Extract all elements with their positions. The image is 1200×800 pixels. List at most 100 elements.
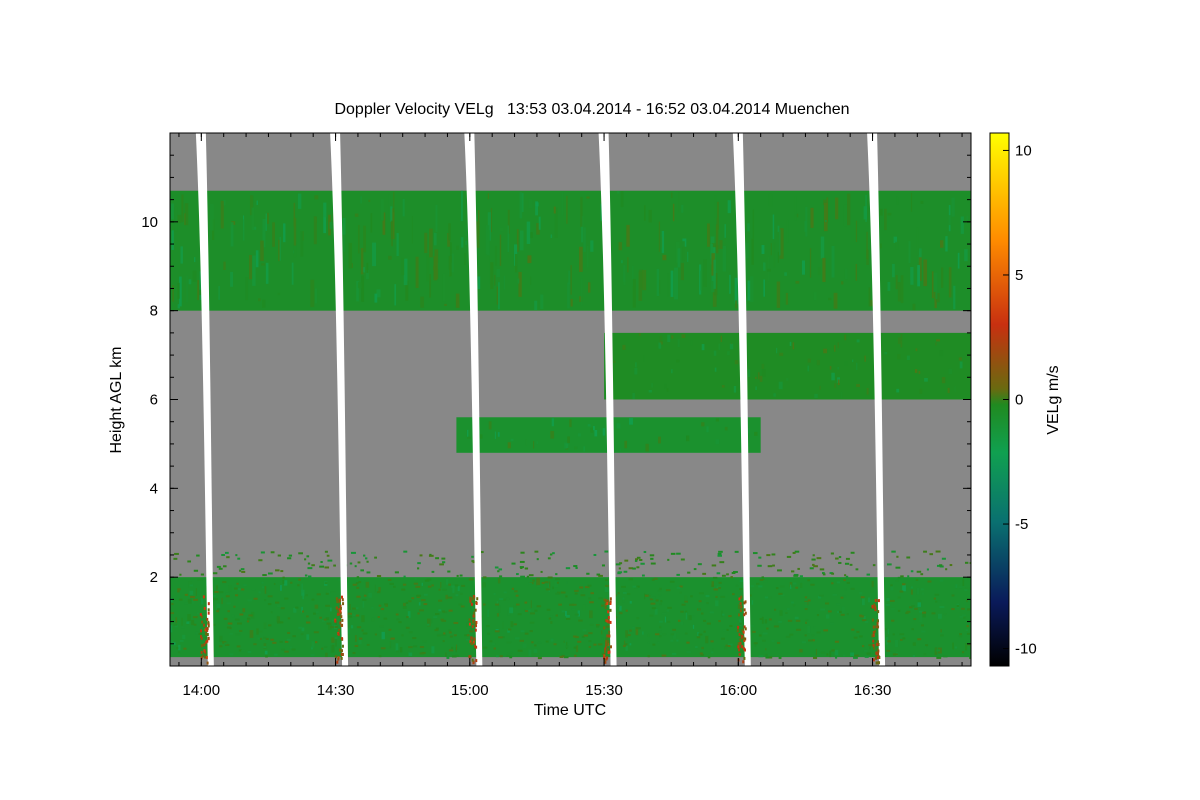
- speckle: [970, 585, 971, 588]
- speckle: [728, 615, 732, 618]
- fall-streak: [738, 613, 741, 617]
- echo-texture: [435, 204, 438, 233]
- speckle: [750, 624, 755, 627]
- echo-texture: [382, 212, 386, 235]
- speckle: [241, 570, 246, 573]
- echo-texture: [685, 612, 688, 620]
- fall-streak: [738, 653, 741, 657]
- echo-texture: [376, 289, 381, 298]
- speckle: [405, 626, 410, 629]
- x-tick-label: 14:30: [317, 682, 355, 699]
- echo-texture: [721, 610, 723, 617]
- echo-texture: [789, 341, 792, 347]
- fall-streak: [342, 602, 345, 606]
- speckle: [765, 656, 770, 659]
- speckle: [604, 550, 609, 553]
- speckle: [270, 611, 273, 614]
- speckle: [174, 552, 179, 555]
- speckle: [268, 624, 272, 627]
- echo-texture: [170, 203, 174, 220]
- speckle: [922, 611, 927, 614]
- echo-texture: [887, 212, 892, 216]
- speckle: [380, 608, 384, 611]
- speckle: [267, 603, 272, 606]
- echo-texture: [786, 378, 789, 381]
- echo-texture: [470, 628, 473, 632]
- speckle: [927, 580, 932, 583]
- speckle: [836, 581, 841, 584]
- echo-texture: [941, 377, 946, 384]
- speckle: [593, 643, 597, 646]
- speckle: [419, 554, 423, 557]
- fall-streak: [338, 608, 341, 612]
- speckle: [812, 563, 815, 566]
- echo-texture: [507, 442, 511, 449]
- speckle: [337, 578, 342, 581]
- fall-streak: [476, 597, 479, 601]
- echo-texture: [724, 426, 728, 431]
- speckle: [493, 647, 496, 650]
- echo-texture: [449, 242, 452, 263]
- echo-texture: [530, 600, 532, 609]
- echo-texture: [587, 282, 591, 293]
- echo-texture: [820, 236, 825, 259]
- echo-texture: [174, 206, 178, 232]
- speckle: [561, 654, 565, 657]
- speckle: [413, 582, 419, 585]
- echo-texture: [632, 392, 635, 400]
- speckle: [536, 605, 542, 608]
- speckle: [193, 623, 197, 626]
- speckle: [699, 652, 703, 655]
- echo-texture: [433, 265, 437, 271]
- speckle: [350, 551, 356, 554]
- speckle: [659, 587, 662, 590]
- fall-streak: [874, 608, 877, 612]
- echo-texture: [314, 604, 319, 609]
- fall-streak: [743, 625, 746, 629]
- speckle: [282, 576, 285, 579]
- echo-texture: [533, 649, 538, 653]
- speckle: [908, 606, 913, 609]
- speckle: [376, 591, 381, 594]
- speckle: [301, 610, 305, 613]
- speckle: [547, 576, 553, 579]
- echo-texture: [879, 208, 883, 216]
- echo-texture: [841, 281, 844, 285]
- echo-texture: [386, 646, 391, 649]
- echo-texture: [448, 255, 452, 277]
- x-tick-label: 15:00: [451, 682, 489, 699]
- speckle: [731, 571, 736, 574]
- speckle: [393, 585, 396, 588]
- echo-texture: [348, 604, 351, 610]
- echo-texture: [761, 616, 764, 624]
- fall-streak: [739, 641, 742, 645]
- speckle: [281, 648, 286, 651]
- echo-texture: [664, 616, 667, 623]
- speckle: [408, 600, 412, 603]
- fall-streak: [336, 600, 339, 604]
- fall-streak: [338, 598, 341, 602]
- speckle: [914, 607, 918, 610]
- speckle: [555, 592, 559, 595]
- echo-texture: [822, 257, 826, 283]
- speckle: [647, 595, 650, 598]
- speckle: [537, 641, 542, 644]
- speckle: [670, 552, 676, 555]
- echo-texture: [823, 202, 828, 232]
- echo-texture: [452, 585, 455, 593]
- speckle: [777, 569, 782, 572]
- echo-texture: [180, 246, 183, 264]
- fall-streak: [200, 615, 203, 619]
- speckle: [920, 573, 924, 576]
- speckle: [379, 625, 384, 628]
- speckle: [860, 615, 865, 618]
- speckle: [376, 575, 382, 578]
- speckle: [348, 615, 353, 618]
- echo-texture: [279, 585, 282, 591]
- echo-texture: [502, 621, 504, 629]
- fall-streak: [740, 645, 743, 649]
- speckle: [233, 605, 236, 608]
- echo-texture: [465, 240, 468, 245]
- echo-texture: [658, 436, 661, 444]
- echo-texture: [187, 598, 192, 604]
